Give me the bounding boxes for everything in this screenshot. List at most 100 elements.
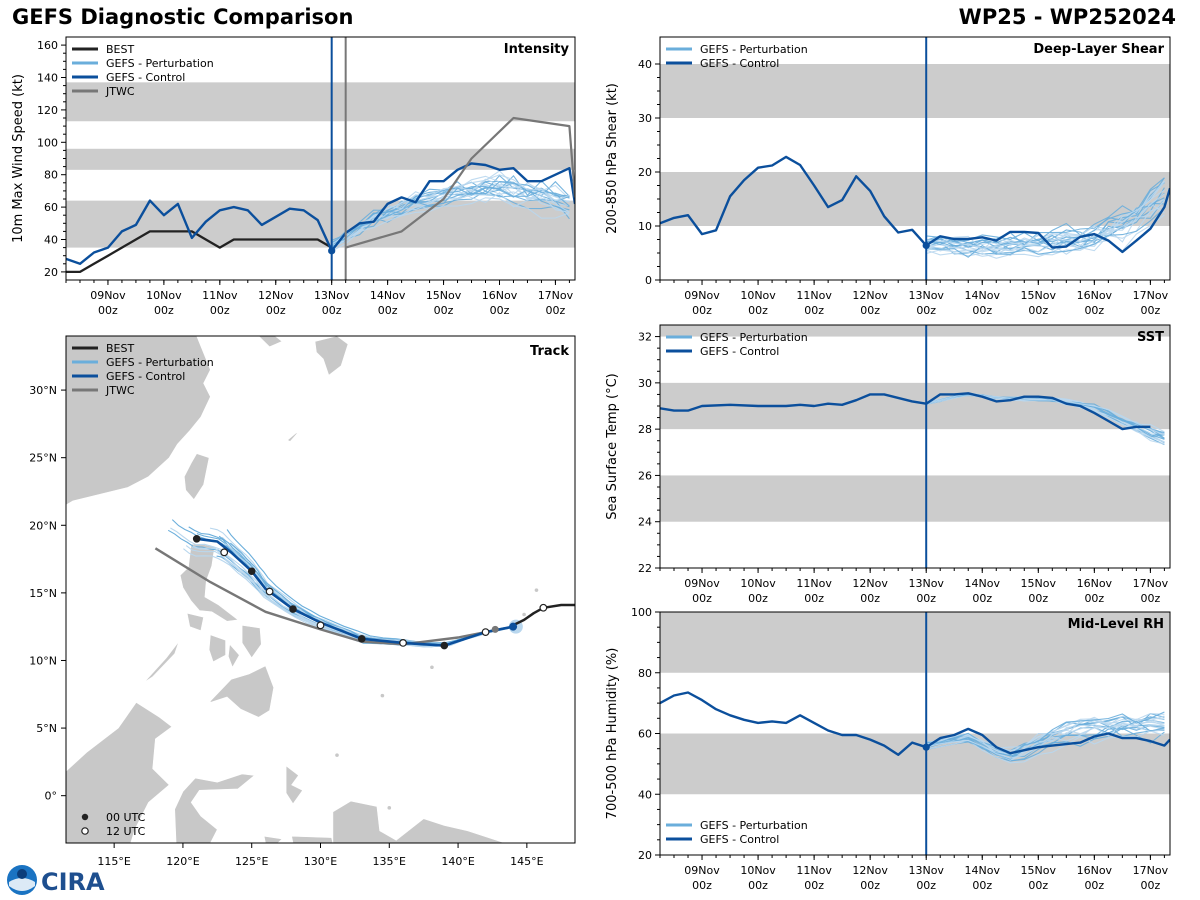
lon-tick-label: 115°E [97, 855, 130, 868]
perturbation-member-line [926, 207, 1165, 258]
x-tick-date: 09Nov [684, 864, 720, 877]
x-tick-date: 09Nov [90, 289, 126, 302]
shaded-band [660, 172, 1170, 226]
x-tick-date: 14Nov [370, 289, 406, 302]
track-best [512, 603, 575, 627]
map-area [66, 336, 575, 843]
land-borneo [66, 701, 173, 843]
panel-title: Mid-Level RH [1068, 617, 1164, 632]
x-tick-date: 16Nov [482, 289, 518, 302]
perturbation-member-line [926, 202, 1165, 249]
legend-label-perturbation: GEFS - Perturbation [106, 356, 214, 369]
x-tick-hour: 00z [804, 304, 824, 317]
y-tick-label: 80 [44, 169, 58, 182]
x-tick-date: 11Nov [796, 577, 832, 590]
legend-label-control: GEFS - Control [700, 833, 779, 846]
track-marker-00utc [247, 567, 256, 576]
plot-area-shear [660, 64, 1170, 259]
perturbation-member-line [926, 180, 1165, 249]
land-kyushu [314, 336, 349, 376]
perturbation-member-line [926, 722, 1165, 759]
track-marker-12utc [265, 587, 274, 596]
perturbation-member-line [926, 182, 1165, 242]
x-tick-date: 17Nov [1133, 577, 1169, 590]
land-seram [291, 835, 334, 843]
lat-tick-label: 0° [45, 790, 58, 803]
axes-frame [659, 324, 1171, 569]
x-tick-hour: 00z [1028, 592, 1048, 605]
track-marker-00utc [289, 605, 297, 613]
x-tick-date: 11Nov [796, 864, 832, 877]
legend-label-jtwc: JTWC [105, 384, 135, 397]
land-small-island [430, 665, 434, 670]
x-tick-hour: 00z [98, 304, 118, 317]
legend-label-00utc: 00 UTC [106, 811, 146, 824]
legend-label-jtwc: JTWC [105, 85, 135, 98]
y-tick-label: 20 [638, 166, 652, 179]
lon-tick-label: 120°E [166, 855, 199, 868]
x-tick-date: 13Nov [908, 289, 944, 302]
series-line-gefs-control [660, 691, 1170, 756]
y-tick-label: 60 [638, 728, 652, 741]
x-tick-hour: 00z [266, 304, 286, 317]
panel-title: Track [530, 344, 569, 359]
x-tick-date: 16Nov [1077, 864, 1113, 877]
perturbation-member-line [925, 199, 1165, 257]
x-tick-date: 11Nov [796, 289, 832, 302]
x-tick-hour: 00z [860, 879, 880, 892]
x-tick-date: 15Nov [1021, 864, 1057, 877]
x-tick-date: 12Nov [852, 289, 888, 302]
panel-title: Deep-Layer Shear [1033, 42, 1164, 57]
x-tick-date: 12Nov [852, 577, 888, 590]
land-taiwan [183, 453, 210, 501]
x-tick-date: 16Nov [1077, 577, 1113, 590]
y-axis-label: 200-850 hPa Shear (kt) [605, 83, 620, 234]
x-tick-hour: 00z [860, 592, 880, 605]
plot-area-rh [660, 612, 1170, 795]
land-palawan [144, 641, 180, 683]
land-small-island [522, 612, 526, 617]
land-okinawa [286, 431, 299, 442]
x-tick-hour: 00z [692, 592, 712, 605]
y-tick-label: 80 [638, 667, 652, 680]
storm-id-title: WP25 - WP252024 [958, 5, 1176, 29]
x-tick-hour: 00z [972, 592, 992, 605]
lat-tick-label: 20°N [29, 519, 57, 532]
x-tick-date: 10Nov [740, 864, 776, 877]
x-tick-hour: 00z [916, 879, 936, 892]
track-marker-12utc [481, 628, 490, 636]
x-tick-date: 09Nov [684, 577, 720, 590]
cira-logo-text: CIRA [41, 868, 105, 896]
lon-tick-label: 140°E [441, 855, 474, 868]
y-tick-label: 32 [638, 331, 652, 344]
legend-label-12utc: 12 UTC [106, 825, 146, 838]
y-tick-label: 100 [37, 136, 58, 149]
land-buru [263, 835, 283, 843]
x-tick-hour: 00z [692, 879, 712, 892]
y-axis-label: 10m Max Wind Speed (kt) [11, 74, 26, 243]
land-small-island [380, 693, 385, 698]
y-tick-label: 60 [44, 201, 58, 214]
x-tick-hour: 00z [434, 304, 454, 317]
shaded-band [660, 612, 1170, 673]
x-tick-hour: 00z [490, 304, 510, 317]
land-small-island [335, 753, 339, 757]
legend-label-best: BEST [106, 43, 134, 56]
lat-tick-label: 5°N [36, 722, 57, 735]
x-tick-date: 13Nov [908, 864, 944, 877]
legend-label-best: BEST [106, 342, 134, 355]
x-tick-date: 16Nov [1077, 289, 1113, 302]
x-tick-date: 09Nov [684, 289, 720, 302]
initial-intensity-marker [328, 247, 336, 255]
track-jtwc [154, 547, 500, 646]
panel-intensity: 20 40 60 80 100 120 140 160 09Nov 00z 10Nov 00z 11No… [11, 36, 576, 317]
x-tick-hour: 00z [1084, 304, 1104, 317]
y-tick-label: 30 [638, 377, 652, 390]
y-tick-label: 20 [638, 849, 652, 862]
y-tick-label: 24 [638, 516, 652, 529]
x-tick-hour: 00z [322, 304, 342, 317]
x-tick-hour: 00z [1084, 879, 1104, 892]
land-samar-leyte [241, 624, 262, 659]
